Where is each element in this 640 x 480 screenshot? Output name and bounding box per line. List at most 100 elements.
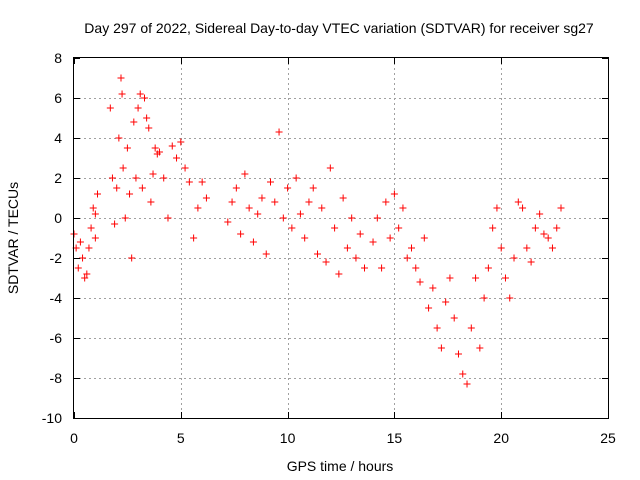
data-point (292, 174, 300, 182)
data-point (463, 380, 471, 388)
data-point (425, 304, 433, 312)
data-point (147, 198, 155, 206)
data-point (326, 164, 334, 172)
data-point (540, 230, 548, 238)
data-point (536, 210, 544, 218)
data-point (134, 104, 142, 112)
data-point (83, 270, 91, 278)
data-point (314, 250, 322, 258)
x-tick-label: 10 (280, 430, 296, 446)
data-point (190, 234, 198, 242)
data-point (224, 218, 232, 226)
data-point (348, 214, 356, 222)
data-point (510, 254, 518, 262)
data-point (429, 284, 437, 292)
data-point (433, 324, 441, 332)
data-point (548, 244, 556, 252)
data-point (91, 234, 99, 242)
data-point (378, 264, 386, 272)
y-tick-label: -2 (50, 250, 63, 266)
data-point (527, 258, 535, 266)
data-point (497, 244, 505, 252)
data-points (70, 74, 565, 388)
data-point (113, 184, 121, 192)
data-point (467, 324, 475, 332)
data-point (181, 164, 189, 172)
data-point (275, 128, 283, 136)
data-point (557, 204, 565, 212)
data-point (173, 154, 181, 162)
data-point (91, 210, 99, 218)
data-point (160, 174, 168, 182)
data-point (553, 224, 561, 232)
data-point (132, 174, 140, 182)
data-point (140, 94, 148, 102)
y-tick-label: -4 (50, 290, 63, 306)
data-point (241, 170, 249, 178)
data-point (123, 144, 131, 152)
data-point (151, 144, 159, 152)
data-point (472, 274, 480, 282)
plot-frame (73, 57, 609, 419)
data-point (309, 184, 317, 192)
y-tick-label: -8 (50, 370, 63, 386)
data-point (198, 178, 206, 186)
x-tick-label: 0 (70, 430, 78, 446)
y-tick-label: 8 (54, 50, 62, 66)
data-point (339, 194, 347, 202)
data-point (531, 224, 539, 232)
data-point (143, 114, 151, 122)
x-tick-label: 25 (600, 430, 616, 446)
data-point (331, 224, 339, 232)
data-point (271, 198, 279, 206)
data-point (164, 214, 172, 222)
data-point (118, 90, 126, 98)
data-point (202, 194, 210, 202)
data-point (420, 234, 428, 242)
x-tick-label: 20 (493, 430, 509, 446)
data-point (403, 254, 411, 262)
data-point (288, 224, 296, 232)
data-point (343, 244, 351, 252)
x-tick-labels: 0 5 10 15 20 25 (70, 430, 616, 446)
data-point (136, 90, 144, 98)
data-point (89, 204, 97, 212)
data-point (228, 198, 236, 206)
x-tick-label: 5 (177, 430, 185, 446)
data-point (352, 254, 360, 262)
data-point (501, 274, 509, 282)
data-point (459, 370, 467, 378)
data-point (476, 344, 484, 352)
data-point (412, 264, 420, 272)
data-point (119, 164, 127, 172)
data-point (450, 314, 458, 322)
data-point (177, 138, 185, 146)
data-point (437, 344, 445, 352)
data-point (106, 104, 114, 112)
data-point (296, 210, 304, 218)
data-point (108, 174, 116, 182)
data-point (79, 254, 87, 262)
data-point (407, 244, 415, 252)
data-point (416, 278, 424, 286)
data-point (318, 204, 326, 212)
data-point (145, 124, 153, 132)
data-point (390, 190, 398, 198)
data-point (232, 184, 240, 192)
data-point (395, 224, 403, 232)
y-tick-label: 4 (54, 130, 62, 146)
y-tick-label: 0 (54, 210, 62, 226)
data-point (245, 204, 253, 212)
data-point (194, 204, 202, 212)
chart-title: Day 297 of 2022, Sidereal Day-to-day VTE… (84, 20, 594, 36)
data-point (514, 198, 522, 206)
data-point (267, 178, 275, 186)
data-point (185, 178, 193, 186)
data-point (399, 204, 407, 212)
data-point (523, 244, 531, 252)
data-point (254, 210, 262, 218)
grid (74, 58, 608, 418)
data-point (81, 274, 89, 282)
data-point (442, 298, 450, 306)
